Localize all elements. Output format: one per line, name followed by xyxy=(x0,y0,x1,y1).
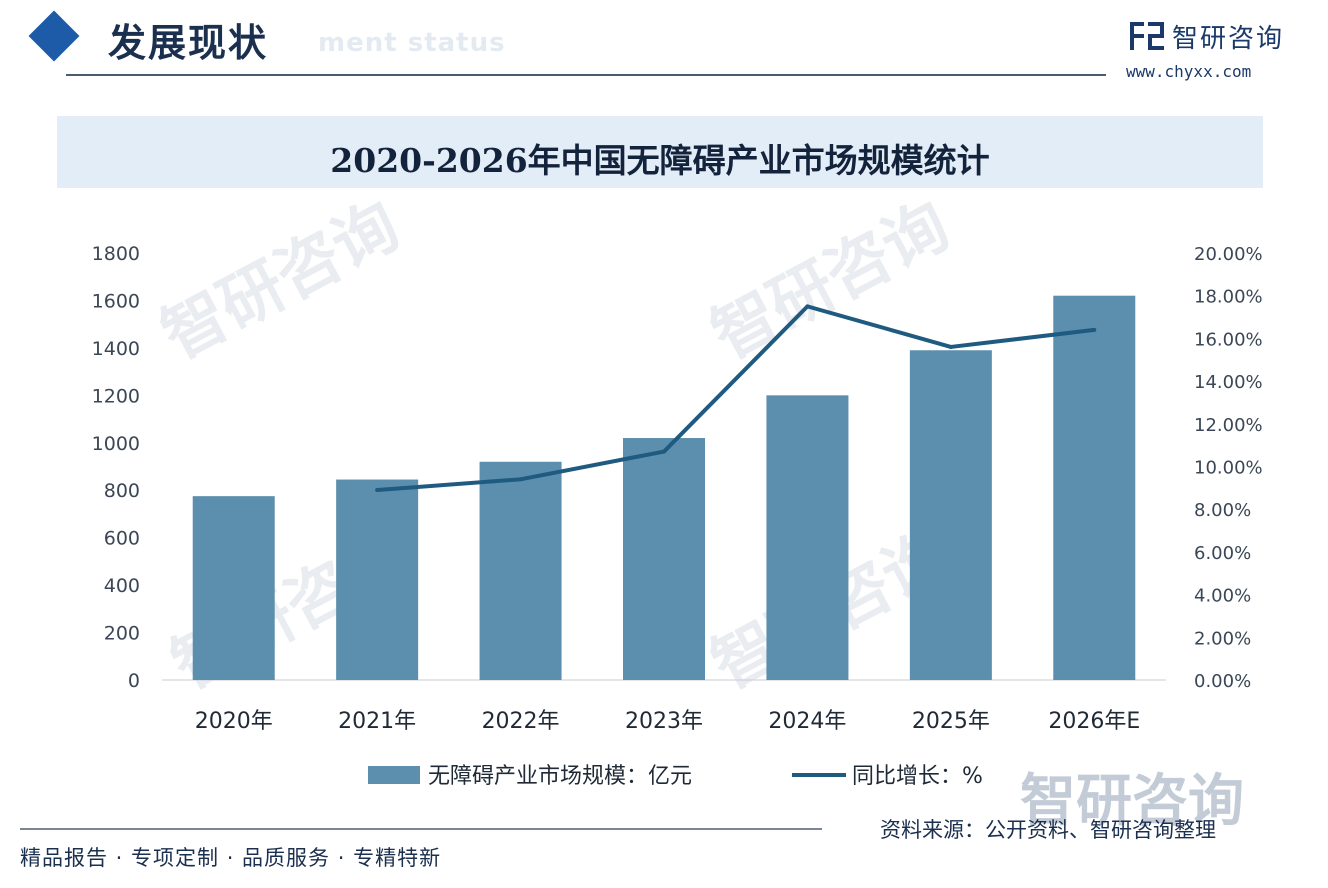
y-left-tick-label: 1200 xyxy=(92,385,140,407)
y-right-tick-label: 12.00% xyxy=(1194,415,1263,436)
source-note: 资料来源：公开资料、智研咨询整理 xyxy=(880,818,1216,842)
footer-divider xyxy=(20,828,822,830)
y-right-tick-label: 20.00% xyxy=(1194,244,1263,265)
bar xyxy=(623,438,705,680)
legend-line-label: 同比增长：% xyxy=(852,764,983,789)
growth-line xyxy=(376,304,1095,492)
growth-point xyxy=(805,304,810,309)
y-left-tick-label: 1000 xyxy=(92,433,140,455)
y-left-tick-label: 800 xyxy=(104,480,140,502)
growth-point xyxy=(662,449,666,454)
x-tick-label: 2021年 xyxy=(338,709,416,734)
bar xyxy=(766,395,849,680)
brand-logo-icon xyxy=(1130,22,1164,50)
legend-bar-label: 无障碍产业市场规模：亿元 xyxy=(428,764,692,789)
y-right-tick-label: 6.00% xyxy=(1194,543,1251,564)
growth-point xyxy=(948,344,953,349)
growth-point xyxy=(1092,327,1097,332)
header-subtitle-en: ment status xyxy=(318,28,506,58)
header-divider xyxy=(66,74,1106,76)
chart-title-band xyxy=(57,116,1263,188)
bar xyxy=(909,350,992,680)
y-right-tick-label: 10.00% xyxy=(1194,458,1263,479)
section-title: 发展现状 xyxy=(108,20,269,65)
chart-title: 2020-2026年中国无障碍产业市场规模统计 xyxy=(330,141,990,180)
bar xyxy=(479,461,562,680)
y-right-tick-label: 2.00% xyxy=(1194,628,1251,649)
y-right-tick-label: 14.00% xyxy=(1194,372,1263,393)
y-right-tick-label: 18.00% xyxy=(1194,287,1263,308)
y-left-tick-label: 1800 xyxy=(92,243,140,265)
brand-name: 智研咨询 xyxy=(1172,24,1285,54)
brand-url[interactable]: www.chyxx.com xyxy=(1126,62,1252,81)
growth-point xyxy=(375,487,380,492)
y-right-tick-label: 16.00% xyxy=(1194,329,1263,350)
x-tick-label: 2022年 xyxy=(482,709,560,734)
growth-point xyxy=(518,477,523,482)
x-tick-label: 2023年 xyxy=(625,709,703,734)
x-tick-label: 2020年 xyxy=(195,709,273,734)
legend-bar-swatch xyxy=(368,766,420,784)
y-left-tick-label: 200 xyxy=(104,623,140,645)
y-right-tick-label: 0.00% xyxy=(1194,671,1251,692)
y-right-tick-label: 4.00% xyxy=(1194,586,1251,607)
bar xyxy=(336,479,419,680)
x-tick-label: 2025年 xyxy=(912,709,990,734)
footer-tagline: 精品报告 · 专项定制 · 品质服务 · 专精特新 xyxy=(20,846,442,870)
bar xyxy=(192,496,275,680)
y-left-tick-label: 600 xyxy=(104,528,140,550)
y-right-tick-label: 8.00% xyxy=(1194,500,1251,521)
y-left-tick-label: 1600 xyxy=(92,290,140,312)
y-left-tick-label: 1400 xyxy=(92,338,140,360)
y-left-tick-label: 400 xyxy=(104,575,140,597)
x-tick-label: 2026年E xyxy=(1048,709,1140,734)
bar xyxy=(1053,295,1136,680)
y-left-tick-label: 0 xyxy=(128,670,140,692)
x-tick-label: 2024年 xyxy=(768,709,846,734)
